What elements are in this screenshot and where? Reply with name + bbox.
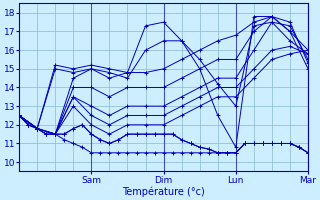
X-axis label: Température (°c): Température (°c)	[122, 186, 205, 197]
